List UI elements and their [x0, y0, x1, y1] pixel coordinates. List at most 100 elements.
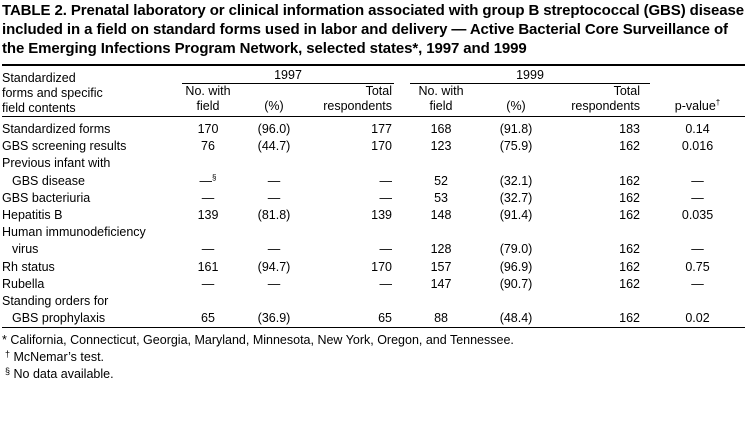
cell: [310, 293, 402, 310]
cell: 0.14: [650, 117, 745, 139]
cell: [178, 224, 238, 241]
cell-text: (90.7): [499, 276, 533, 291]
cell: (91.4): [480, 207, 552, 224]
cell: [310, 224, 402, 241]
cell-text: 162: [619, 242, 641, 257]
cell: [178, 293, 238, 310]
cell-text: —: [379, 190, 393, 205]
footnote-mark: †: [5, 349, 11, 360]
table-row: Human immunodeficiency: [2, 224, 745, 241]
cell: 162: [552, 259, 650, 276]
column-head-line: p-value†: [650, 99, 745, 114]
column-head-line: respondents: [552, 99, 640, 114]
cell-text: (36.9): [257, 311, 291, 326]
cell: 0.035: [650, 207, 745, 224]
cell-text: (32.7): [499, 190, 533, 205]
column-head: (%): [238, 84, 310, 117]
cell-text: 170: [371, 259, 393, 274]
cell: (32.1): [480, 173, 552, 190]
column-head-line: respondents: [310, 99, 392, 114]
cell-text: 0.016: [681, 139, 714, 154]
cell-text: 183: [619, 122, 641, 136]
table-row: Standing orders for: [2, 293, 745, 310]
cell-text: 0.02: [685, 311, 710, 326]
cell-text: 0.035: [681, 208, 714, 223]
cell-text: 147: [430, 276, 452, 291]
cell: 162: [552, 310, 650, 328]
cell-text: 177: [371, 122, 393, 136]
row-label: Standardized forms: [2, 122, 111, 136]
cell-text: —: [199, 173, 213, 188]
cell-text: —: [267, 276, 281, 291]
cell-text: 128: [430, 242, 452, 257]
cell-text: —: [201, 190, 215, 205]
row-label: Rubella: [2, 276, 45, 291]
cell-text: 162: [619, 208, 641, 223]
cell-text: —: [201, 242, 215, 257]
cell: 148: [402, 207, 480, 224]
cell: 0.016: [650, 138, 745, 155]
cell: 170: [310, 138, 402, 155]
table-row: Rh status 161 (94.7) 170 157 (96.9) 162 0.75: [2, 259, 745, 276]
cell-text: —: [691, 276, 704, 291]
cell: 0.75: [650, 259, 745, 276]
cell: 177: [310, 117, 402, 139]
group-label: 1997: [182, 68, 395, 84]
stub-head-line: Standardized: [2, 71, 76, 85]
header-row: Standardized forms and specific field cont…: [2, 65, 745, 115]
cell: —: [238, 173, 310, 190]
cell-text: 162: [619, 276, 641, 291]
table-row: Previous infant with: [2, 155, 745, 172]
cell: [552, 293, 650, 310]
cell: 123: [402, 138, 480, 155]
cell: 128: [402, 241, 480, 258]
column-head-text: (%): [506, 99, 526, 113]
cell-text: (44.7): [257, 139, 291, 154]
cell: —: [238, 190, 310, 207]
cell-text: (48.4): [499, 311, 533, 326]
cell: [650, 155, 745, 172]
cell: 162: [552, 241, 650, 258]
row-label: Hepatitis B: [2, 208, 63, 223]
cell: —: [238, 241, 310, 258]
cell: 139: [178, 207, 238, 224]
cell: [552, 224, 650, 241]
column-head-text: field: [429, 99, 453, 113]
cell: (96.0): [238, 117, 310, 139]
row-label: GBS disease: [12, 173, 85, 188]
footnote-mark: †: [715, 98, 721, 107]
cell: [402, 155, 480, 172]
cell: —: [650, 173, 745, 190]
cell-text: 161: [197, 259, 219, 274]
cell: (91.8): [480, 117, 552, 139]
column-head: p-value†: [650, 84, 745, 117]
cell-text: 139: [197, 208, 219, 223]
cell: [310, 155, 402, 172]
cell-text: 0.14: [685, 122, 710, 136]
cell-text: 162: [619, 259, 641, 274]
cell: [238, 224, 310, 241]
stub-head-line: forms and specific: [2, 86, 103, 100]
cell: 65: [310, 310, 402, 328]
column-head-line: (%): [238, 99, 310, 114]
footnote-text: McNemar’s test.: [13, 350, 105, 365]
cell: —§: [178, 173, 238, 190]
footnote-text: No data available.: [13, 367, 114, 382]
cell: [480, 224, 552, 241]
cell: 161: [178, 259, 238, 276]
cell: [178, 155, 238, 172]
cell-text: (96.0): [257, 122, 291, 136]
cell: (44.7): [238, 138, 310, 155]
data-table: Standardized forms and specific field cont…: [2, 64, 746, 328]
footnote: * California, Connecticut, Georgia, Mary…: [2, 333, 745, 347]
cell: 52: [402, 173, 480, 190]
cell: —: [310, 190, 402, 207]
column-head-line: Total: [552, 84, 640, 99]
table-row: GBS prophylaxis 65 (36.9) 65 88 (48.4) 162 0.02: [2, 310, 745, 328]
cell: 162: [552, 276, 650, 293]
cell: (96.9): [480, 259, 552, 276]
cell-text: —: [267, 242, 281, 257]
cell: —: [310, 173, 402, 190]
cell: 147: [402, 276, 480, 293]
cell: (48.4): [480, 310, 552, 328]
